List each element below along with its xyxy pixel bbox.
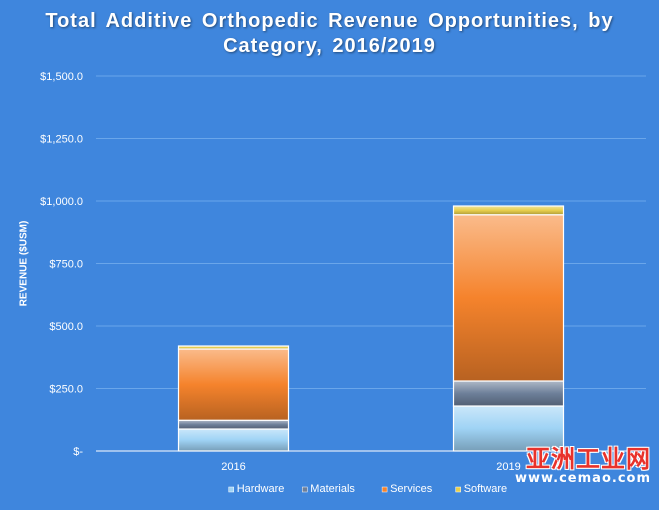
legend-swatch-materials xyxy=(302,486,308,493)
bar-materials-2016 xyxy=(177,419,290,430)
legend-swatch-services xyxy=(381,486,388,493)
legend-swatch-hardware xyxy=(228,486,234,493)
bar-software-2016 xyxy=(177,345,290,350)
bar-services-2019 xyxy=(452,214,565,382)
legend-label-materials: Materials xyxy=(310,483,355,495)
legend-label-software: Software xyxy=(464,483,507,495)
x-tick-label: 2016 xyxy=(221,461,245,473)
x-tick-label: 2019 xyxy=(496,461,520,473)
chart-title: Total Additive Orthopedic Revenue Opport… xyxy=(45,10,614,57)
bar-materials-2019 xyxy=(452,380,565,407)
y-tick-label: $- xyxy=(73,446,83,458)
bar-software-2019 xyxy=(452,205,565,216)
legend-label-services: Services xyxy=(390,483,433,495)
legend-label-hardware: Hardware xyxy=(237,483,285,495)
bar-hardware-2016 xyxy=(177,428,290,452)
bar-services-2016 xyxy=(177,348,290,421)
bar-hardware-2019 xyxy=(452,405,565,452)
y-tick-label: $1,250.0 xyxy=(40,134,83,146)
legend-swatch-software xyxy=(455,486,461,493)
y-tick-label: $500.0 xyxy=(49,321,83,333)
y-tick-label: $250.0 xyxy=(49,384,83,396)
watermark-url: www.cemao.com xyxy=(514,471,651,486)
watermark-logo-text: 亚洲工业网 xyxy=(526,445,651,473)
watermark: 亚洲工业网 www.cemao.com xyxy=(515,446,651,486)
y-tick-label: $750.0 xyxy=(49,259,83,271)
y-tick-label: $1,500.0 xyxy=(40,71,83,83)
y-tick-label: $1,000.0 xyxy=(40,196,83,208)
